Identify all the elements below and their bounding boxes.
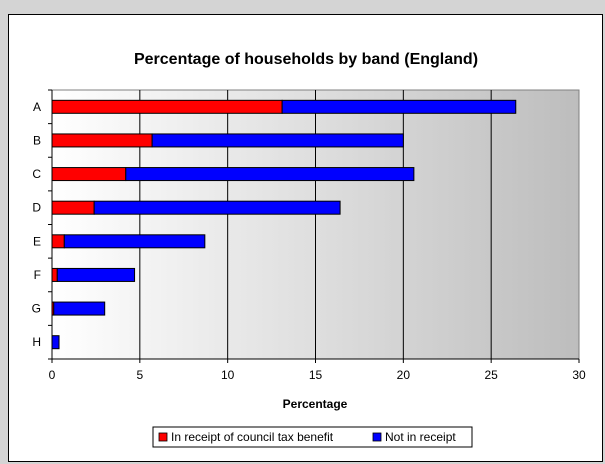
- y-tick-label: G: [32, 302, 41, 316]
- legend-label-benefit: In receipt of council tax benefit: [171, 430, 334, 444]
- stacked-bar-chart: Percentage of households by band (Englan…: [32, 51, 586, 448]
- y-axis-ticks: A B C D E F G H: [32, 89, 52, 360]
- x-tick-label: 10: [221, 368, 235, 382]
- bar-d-series-0: [51, 200, 95, 215]
- bar-h-series-1: [51, 335, 60, 350]
- x-tick-label: 0: [49, 368, 56, 382]
- x-axis-ticks: 0 5 10 15 20 25 30: [49, 359, 586, 382]
- legend-swatch-benefit: [158, 432, 168, 442]
- bar-g-series-1: [53, 301, 106, 316]
- x-tick-label: 15: [309, 368, 323, 382]
- x-axis-label: Percentage: [283, 397, 348, 411]
- chart-title: Percentage of households by band (Englan…: [134, 51, 478, 68]
- bar-e-series-1: [63, 234, 206, 249]
- x-tick-label: 5: [136, 368, 143, 382]
- legend-swatch-not-in-receipt: [372, 432, 382, 442]
- legend-label-not-in-receipt: Not in receipt: [385, 430, 456, 444]
- y-tick-label: H: [32, 335, 41, 349]
- bar-c-series-1: [125, 167, 415, 182]
- y-tick-label: D: [32, 201, 41, 215]
- bars: [51, 99, 517, 350]
- legend: In receipt of council tax benefit Not in…: [152, 426, 473, 448]
- bar-f-series-0: [51, 267, 58, 282]
- y-tick-label: B: [33, 133, 41, 147]
- bar-a-series-0: [51, 99, 283, 114]
- x-tick-label: 20: [397, 368, 411, 382]
- bar-f-series-1: [56, 267, 136, 282]
- x-tick-label: 25: [484, 368, 498, 382]
- bar-e-series-0: [51, 234, 65, 249]
- bar-a-series-1: [281, 99, 517, 114]
- bar-d-series-1: [93, 200, 341, 215]
- chart-frame: Percentage of households by band (Englan…: [8, 14, 603, 462]
- bar-c-series-0: [51, 167, 127, 182]
- y-tick-label: C: [32, 167, 41, 181]
- bar-b-series-1: [151, 133, 404, 148]
- y-tick-label: E: [33, 234, 41, 248]
- y-tick-label: A: [33, 100, 41, 114]
- legend-box: [152, 426, 473, 448]
- bar-b-series-0: [51, 133, 153, 148]
- y-tick-label: F: [34, 268, 41, 282]
- x-tick-label: 30: [572, 368, 586, 382]
